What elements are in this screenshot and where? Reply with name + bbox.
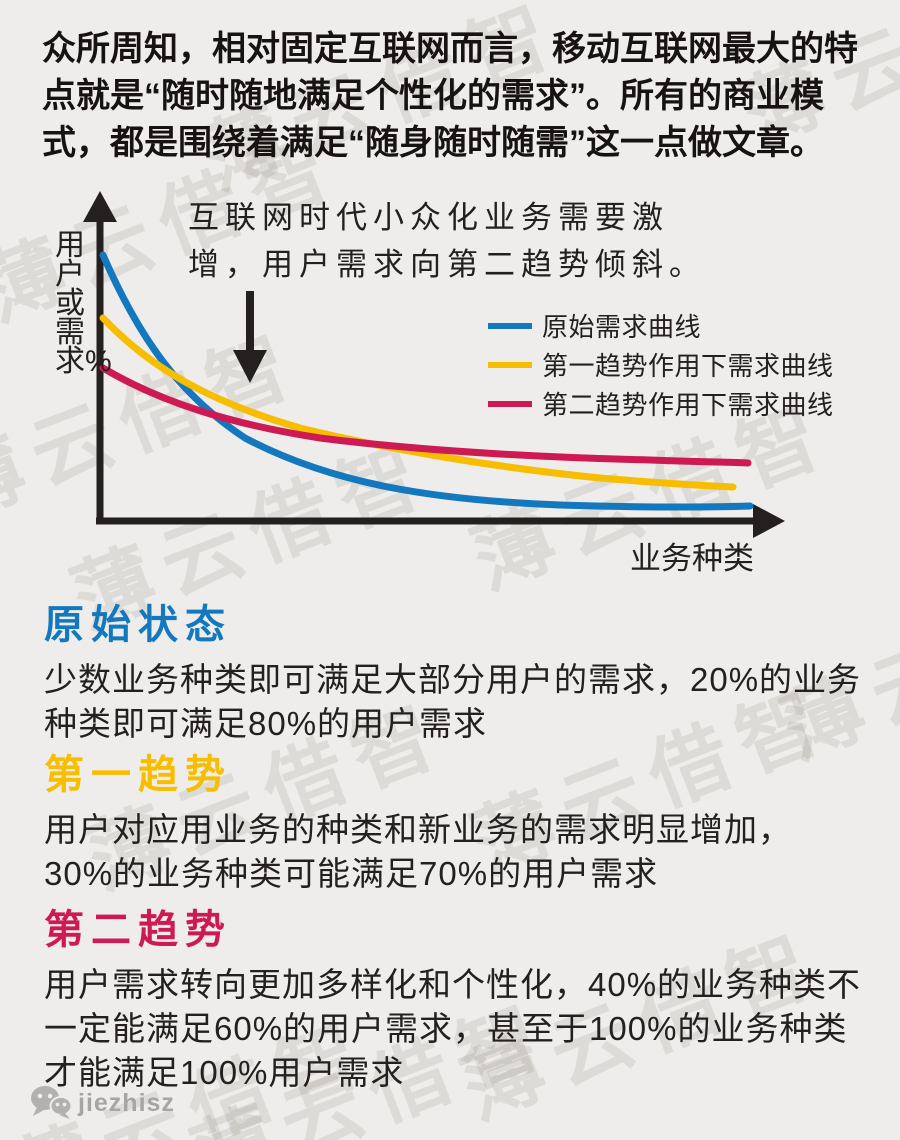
- y-axis-arrowhead: [83, 191, 117, 222]
- legend-line-swatch: [488, 361, 532, 368]
- section-body: 用户对应用业务的种类和新业务的需求明显增加， 30%的业务种类可能满足70%的用…: [44, 808, 792, 896]
- legend-item-first-trend: 第一趋势作用下需求曲线: [488, 345, 834, 384]
- intro-line: 点就是“随时随地满足个性化的需求”。所有的商业模: [42, 77, 824, 115]
- annotation-line: 增，用户需求向第二趋势倾斜。: [188, 247, 706, 282]
- annotation-arrow: [233, 291, 267, 383]
- curve-second-trend: [99, 364, 752, 467]
- body-line: 种类即可满足80%的用户需求: [44, 705, 488, 742]
- annotation-line: 互联网时代小众化业务需要激: [188, 200, 669, 235]
- y-axis: [83, 191, 117, 524]
- x-axis-label: 业务种类: [630, 541, 754, 576]
- section-body: 少数业务种类即可满足大部分用户的需求，20%的业务 种类即可满足80%的用户需求: [44, 658, 861, 746]
- body-line: 一定能满足60%的用户需求，甚至于100%的业务种类: [44, 1010, 848, 1047]
- chart-legend: 原始需求曲线 第一趋势作用下需求曲线 第二趋势作用下需求曲线: [488, 306, 834, 423]
- section-title: 原始状态: [44, 603, 232, 647]
- wechat-icon: [31, 1086, 72, 1119]
- legend-line-swatch: [488, 322, 532, 329]
- x-axis-arrowhead: [753, 504, 785, 538]
- body-line: 少数业务种类即可满足大部分用户的需求，20%的业务: [44, 661, 862, 698]
- body-line: 30%的业务种类可能满足70%的用户需求: [44, 855, 659, 892]
- body-line: 用户需求转向更加多样化和个性化，40%的业务种类不: [44, 966, 862, 1003]
- body-line: 才能满足100%用户需求: [44, 1054, 405, 1091]
- legend-item-second-trend: 第二趋势作用下需求曲线: [488, 384, 834, 423]
- footer-handle: jiezhisz: [78, 1088, 175, 1117]
- section-second-trend: 第二趋势 用户需求转向更加多样化和个性化，40%的业务种类不 一定能满足60%的…: [44, 897, 861, 1095]
- footer: jiezhisz: [30, 1085, 175, 1121]
- curve-original-demand: [99, 251, 754, 511]
- section-first-trend: 第一趋势 用户对应用业务的种类和新业务的需求明显增加， 30%的业务种类可能满足…: [44, 742, 792, 896]
- section-original-state: 原始状态 少数业务种类即可满足大部分用户的需求，20%的业务 种类即可满足80%…: [44, 592, 861, 746]
- intro-line: 众所周知，相对固定互联网而言，移动互联网最大的特: [42, 30, 858, 68]
- curve-first-trend: [99, 314, 737, 491]
- legend-item-original: 原始需求曲线: [488, 306, 834, 345]
- intro-line: 式，都是围绕着满足“随身随时随需”这一点做文章。: [42, 124, 824, 162]
- x-axis: [96, 504, 785, 538]
- legend-line-swatch: [488, 400, 532, 407]
- section-title: 第一趋势: [44, 753, 232, 797]
- section-title: 第二趋势: [44, 908, 232, 952]
- body-line: 用户对应用业务的种类和新业务的需求明显增加，: [44, 811, 792, 848]
- y-axis-label: 用户或需求%: [55, 229, 112, 378]
- legend-label: 第一趋势作用下需求曲线: [542, 351, 834, 381]
- intro-paragraph: 众所周知，相对固定互联网而言，移动互联网最大的特 点就是“随时随地满足个性化的需…: [42, 26, 858, 167]
- section-body: 用户需求转向更加多样化和个性化，40%的业务种类不 一定能满足60%的用户需求，…: [44, 963, 861, 1095]
- legend-label: 第二趋势作用下需求曲线: [542, 390, 834, 420]
- legend-label: 原始需求曲线: [542, 312, 702, 342]
- chart-annotation: 互联网时代小众化业务需要激 增，用户需求向第二趋势倾斜。: [188, 194, 706, 288]
